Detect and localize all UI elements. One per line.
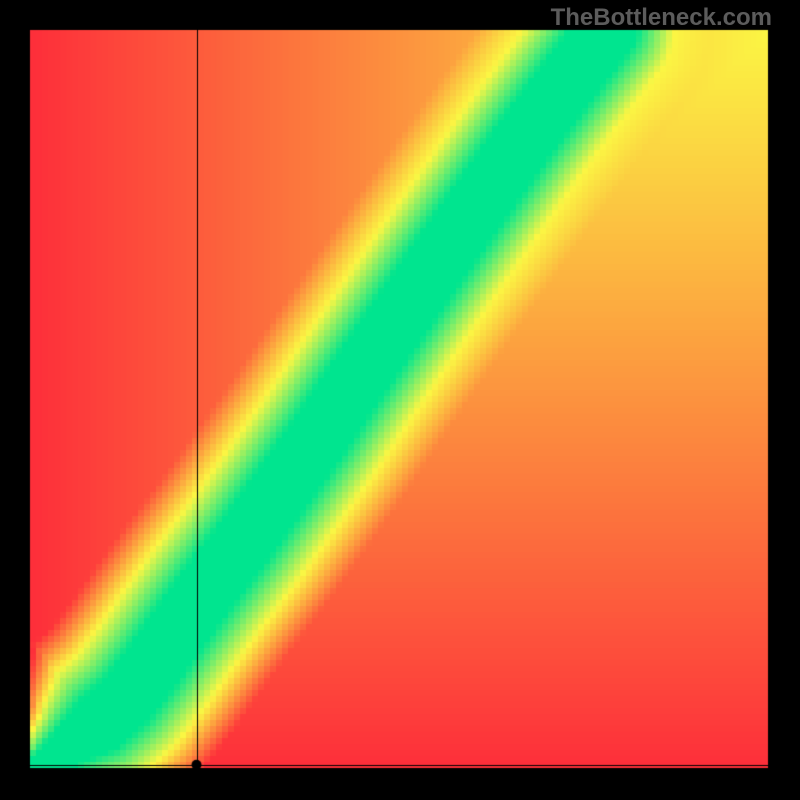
bottleneck-heatmap bbox=[0, 0, 800, 800]
watermark-text: TheBottleneck.com bbox=[551, 4, 772, 32]
chart-container: TheBottleneck.com bbox=[0, 0, 800, 800]
